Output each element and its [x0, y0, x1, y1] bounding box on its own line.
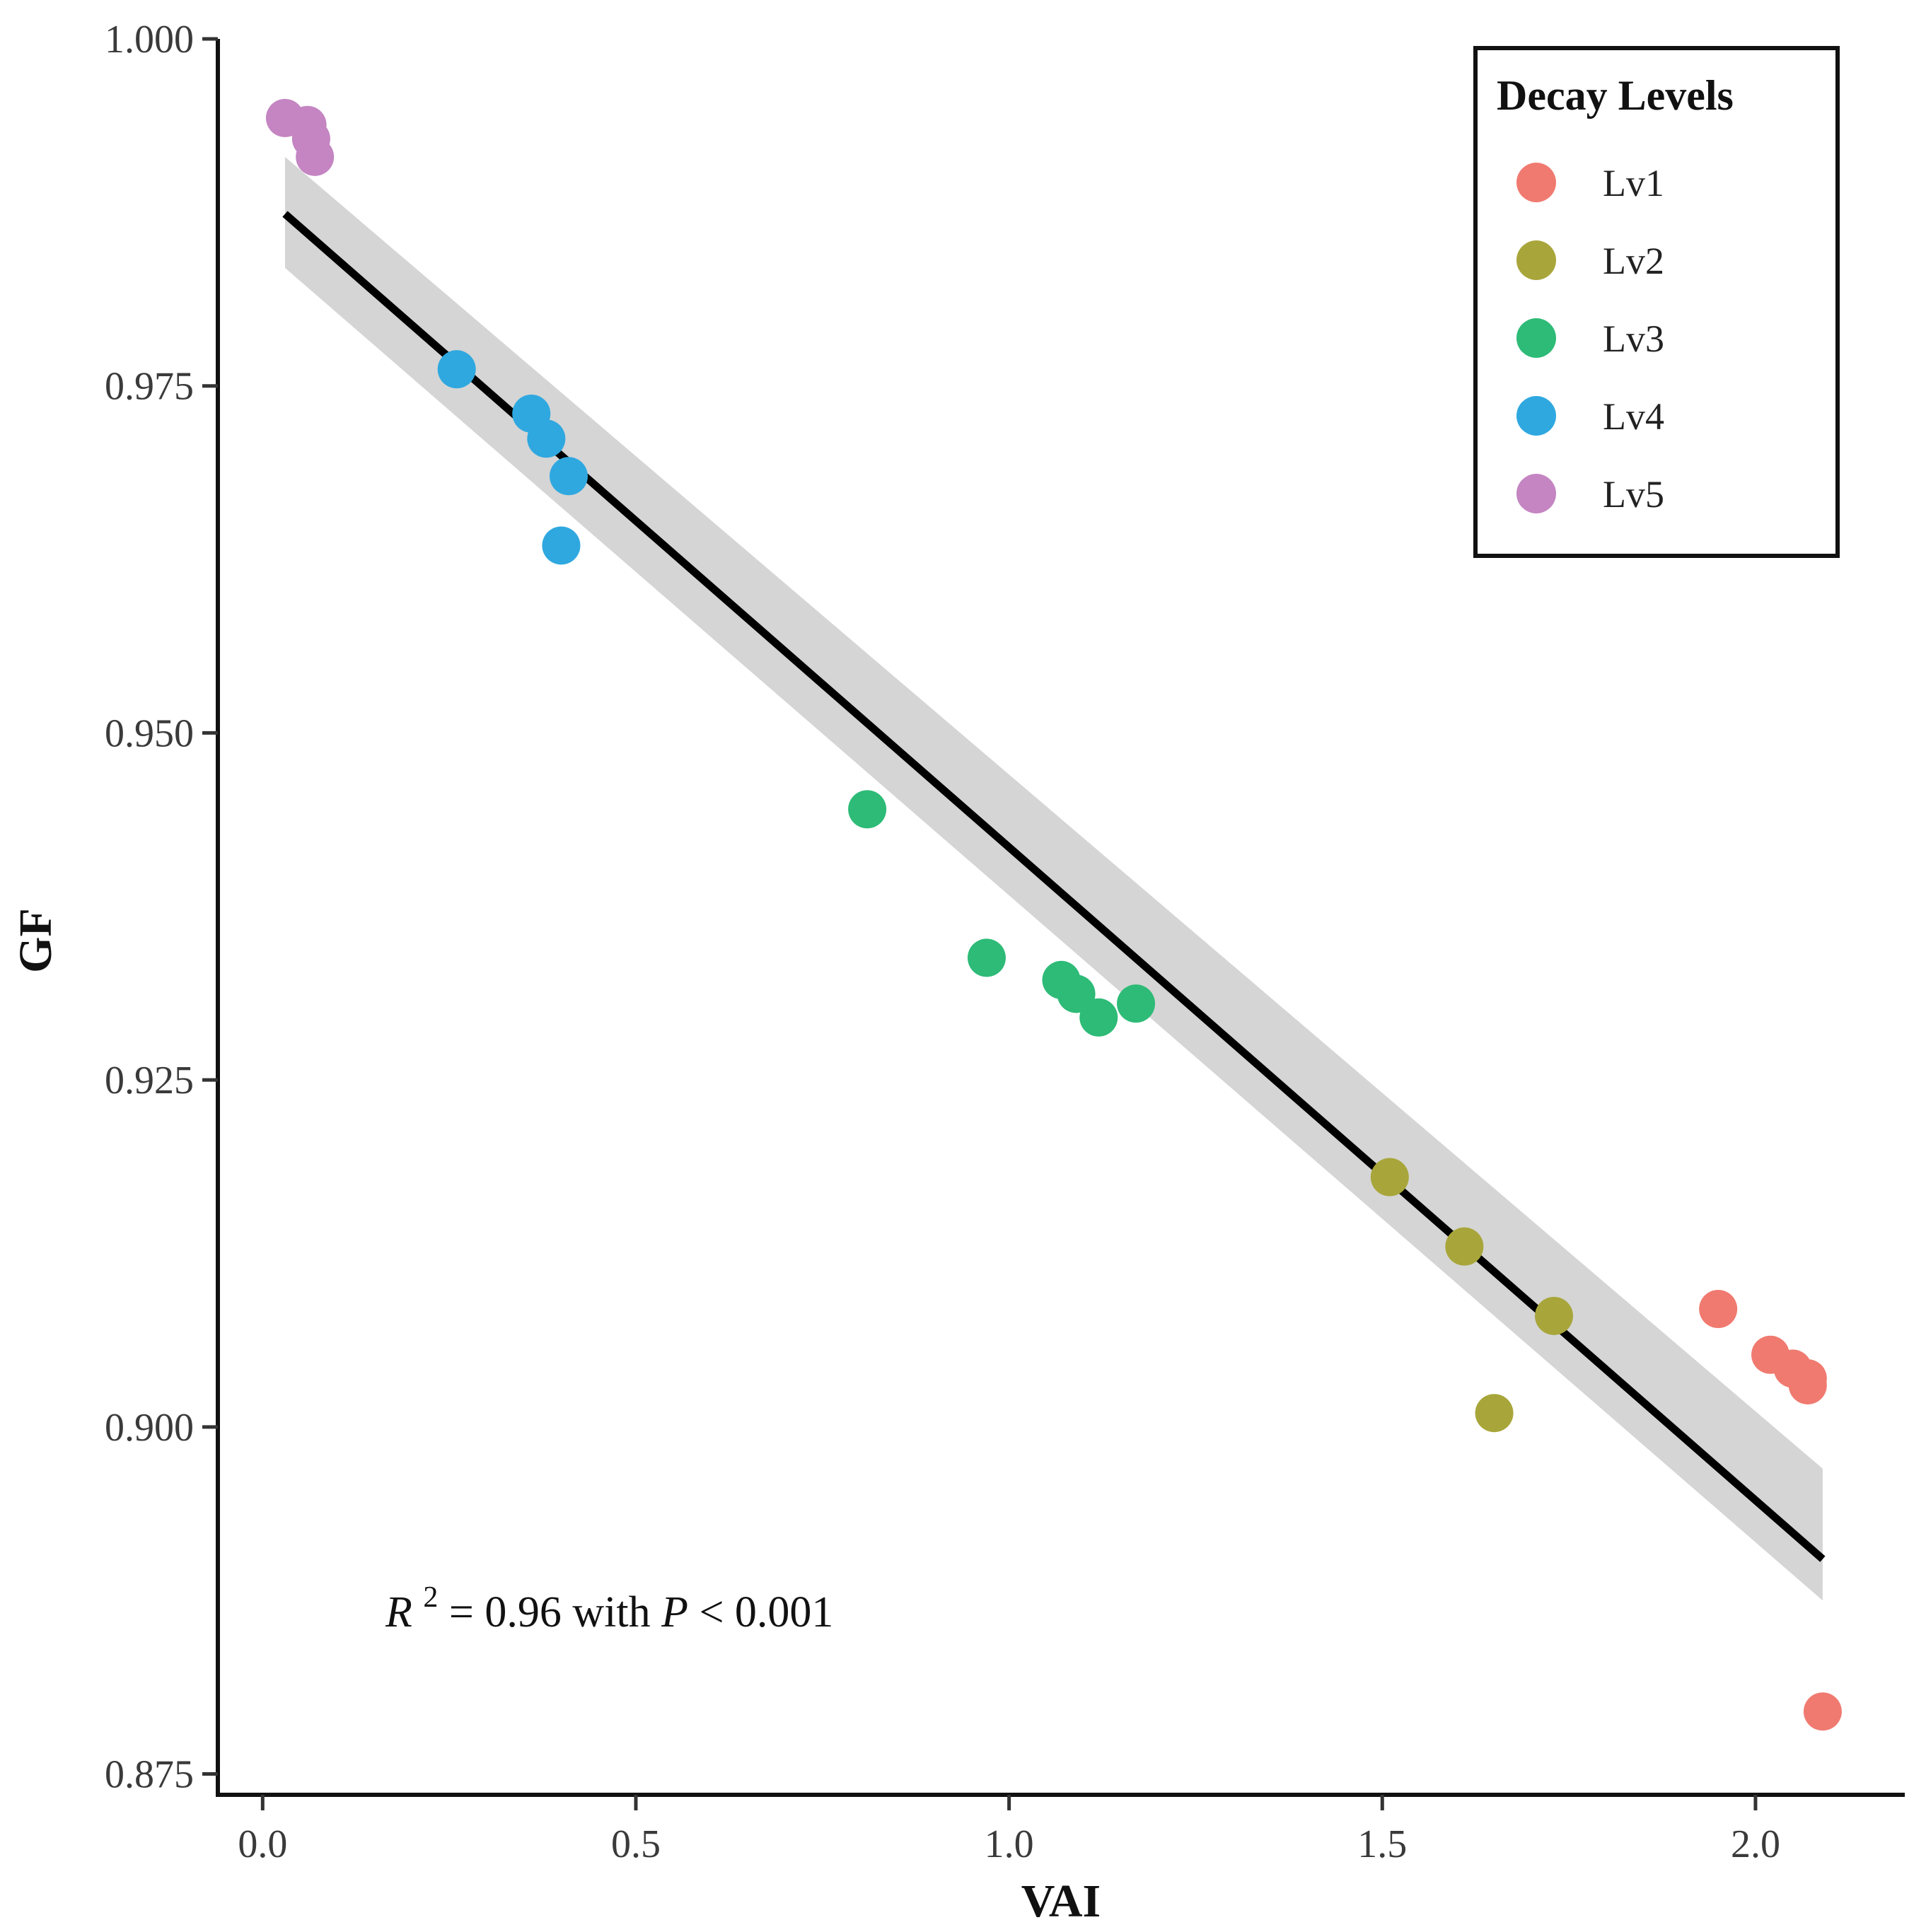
data-point-lv1 [1699, 1290, 1737, 1328]
legend-key-lv3 [1516, 318, 1556, 358]
legend-key-lv5 [1516, 474, 1556, 513]
legend-title: Decay Levels [1497, 72, 1734, 119]
legend-label-lv2: Lv2 [1603, 240, 1664, 282]
data-point-lv1 [1804, 1692, 1842, 1730]
r-exponent: 2 [423, 1581, 438, 1614]
x-tick-label: 1.5 [1357, 1822, 1407, 1866]
data-point-lv1 [1789, 1366, 1827, 1404]
legend-key-lv2 [1516, 240, 1556, 280]
r-value-text: = 0.96 with [449, 1588, 661, 1636]
data-point-lv2 [1445, 1228, 1483, 1266]
y-axis-title: GF [10, 908, 62, 973]
data-point-lv4 [550, 457, 588, 495]
p-symbol: P [661, 1588, 688, 1636]
x-tick-label: 1.0 [985, 1822, 1034, 1866]
legend-key-lv4 [1516, 396, 1556, 436]
p-value-text: < 0.001 [699, 1588, 833, 1636]
data-point-lv3 [1079, 999, 1118, 1037]
legend-label-lv1: Lv1 [1603, 162, 1664, 204]
y-tick-label: 0.975 [105, 365, 194, 409]
legend-label-lv4: Lv4 [1603, 395, 1664, 438]
x-tick-label: 0.5 [611, 1822, 661, 1866]
data-point-lv3 [1117, 984, 1155, 1023]
y-tick-label: 0.900 [105, 1406, 194, 1450]
data-point-lv2 [1475, 1394, 1514, 1432]
y-tick-label: 0.925 [105, 1059, 194, 1102]
y-tick-label: 0.950 [105, 711, 194, 755]
data-point-lv2 [1371, 1158, 1409, 1197]
data-point-lv4 [542, 526, 580, 564]
x-tick-label: 2.0 [1731, 1822, 1780, 1866]
scatter-chart: 0.875 0.900 0.925 0.950 0.975 1.000 0.0 0.5 1.0 1… [0, 0, 1926, 1932]
data-point-lv3 [968, 938, 1006, 977]
legend-label-lv3: Lv3 [1603, 318, 1664, 360]
x-axis-title: VAI [1021, 1875, 1101, 1927]
x-tick-label: 0.0 [238, 1822, 287, 1866]
y-tick-label: 0.875 [105, 1753, 194, 1797]
data-point-lv4 [527, 419, 565, 458]
legend: Decay Levels Lv1 Lv2 Lv3 Lv4 Lv5 [1475, 48, 1838, 556]
data-point-lv4 [438, 350, 476, 388]
legend-key-lv1 [1516, 163, 1556, 202]
data-point-lv3 [848, 790, 886, 828]
y-tick-label: 1.000 [105, 18, 194, 62]
data-point-lv5 [296, 138, 334, 176]
data-point-lv2 [1535, 1297, 1573, 1335]
legend-label-lv5: Lv5 [1603, 473, 1664, 516]
r-symbol: R [385, 1588, 412, 1636]
